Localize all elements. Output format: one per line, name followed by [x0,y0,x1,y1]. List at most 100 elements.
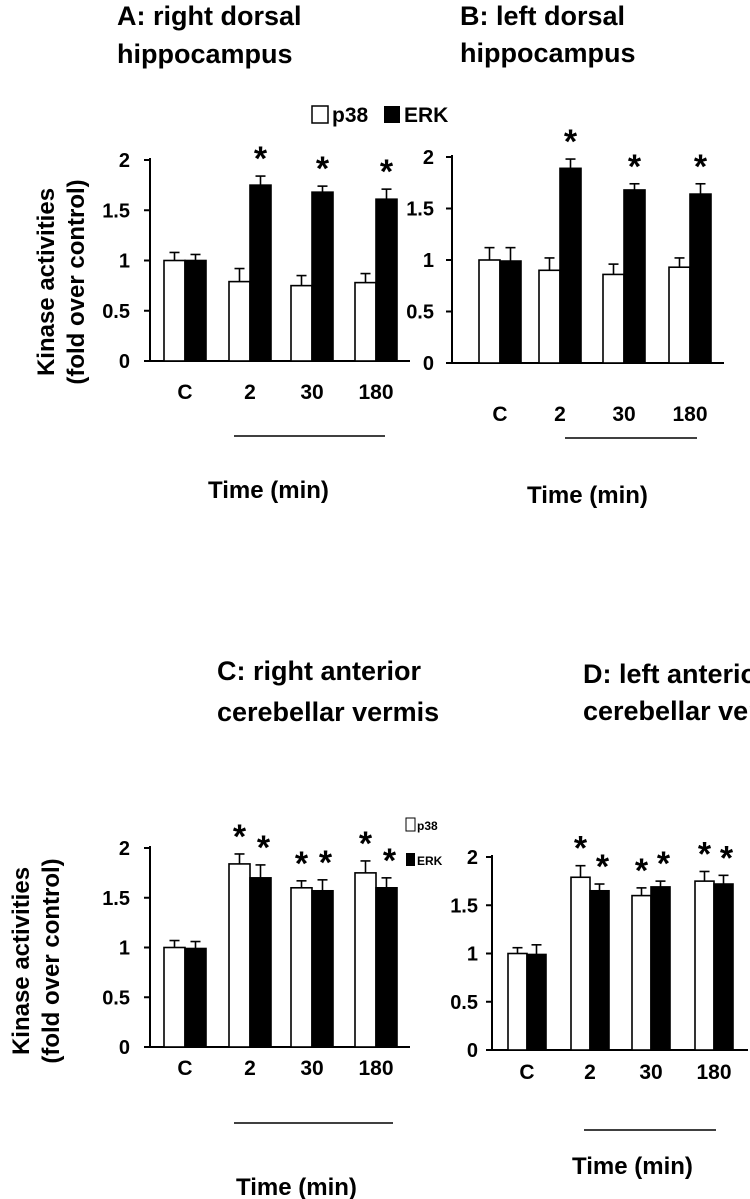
bar-erk [249,184,272,362]
bar-p38 [228,280,251,362]
bar-p38 [694,880,715,1051]
significance-star: * [720,839,734,877]
significance-star: * [295,845,309,883]
x-category-label: C [519,1061,534,1084]
x-category-label: 2 [244,381,256,404]
y-tick-label: 1 [119,251,130,273]
y-tick-label: 0.5 [102,987,130,1009]
y-axis-label-bottom-line2: (fold over control) [38,858,65,1063]
bar-p38 [668,266,691,364]
bar-erk [526,953,547,1051]
legend-label-p38: p38 [332,104,369,127]
y-axis-label-bottom-line1: Kinase activities [8,867,35,1055]
bar-erk [713,883,734,1051]
panel-title: B: left dorsal [460,1,625,31]
significance-star: * [359,825,373,863]
bar-erk [249,877,272,1048]
legend-swatch-erk [384,106,400,123]
significance-star: * [319,844,333,882]
bar-erk [375,198,398,362]
bar-erk [623,189,646,364]
x-category-label: C [492,403,507,426]
y-tick-label: 2 [119,150,130,172]
bar-erk [499,260,522,364]
significance-star: * [596,848,610,886]
significance-star: * [657,845,671,883]
x-category-label: 180 [696,1061,731,1084]
bar-p38 [507,952,528,1051]
x-axis-label: Time (min) [527,482,648,509]
panel-title: cerebellar vermis [217,697,439,727]
legend-label-p38-small: p38 [417,819,438,833]
y-tick-label: 1.5 [450,895,478,917]
legend-label-erk: ERK [404,104,448,127]
y-tick-label: 1.5 [102,200,130,222]
legend-label-erk-small: ERK [417,854,443,868]
legend-swatch-p38 [311,105,329,124]
significance-star: * [254,140,268,178]
x-category-label: 30 [300,1057,323,1080]
chart-panel-c: C: right anterior cerebellar vermis 0 0.5 1 1… [102,656,439,1199]
bar-p38 [354,872,377,1048]
y-axis-label-bottom: Kinase activities (fold over control) [8,858,65,1063]
legend-swatch-p38-small [405,817,416,832]
x-category-label: C [177,381,192,404]
bar-p38 [290,886,313,1048]
chart-panel-d: D: left anterior cerebellar vermis 0 0.5 1 1.… [450,659,750,1180]
y-axis-label-top: Kinase activities (fold over control) [33,179,90,384]
bar-p38 [538,269,561,364]
y-tick-label: 0 [119,1037,130,1059]
x-category-label: 180 [358,1057,393,1080]
x-category-label: 180 [672,403,707,426]
x-category-label: 30 [612,403,635,426]
x-axis-label: Time (min) [572,1153,693,1180]
bar-p38 [602,273,625,364]
x-axis-label: Time (min) [208,477,329,504]
x-category-label: 180 [358,381,393,404]
bar-p38 [354,281,377,362]
significance-star: * [383,842,397,880]
panel-title: hippocampus [460,38,636,68]
panel-title: D: left anterior [583,659,750,689]
panel-title: C: right anterior [217,656,421,686]
y-tick-label: 1 [423,250,434,272]
y-axis-label-top-line1: Kinase activities [33,188,60,376]
bar-erk [311,889,334,1048]
y-tick-label: 1.5 [406,199,434,221]
y-tick-label: 2 [467,847,478,869]
figure-legend: p38 ERK [311,104,448,127]
significance-star: * [257,829,271,867]
x-category-label: 30 [639,1061,662,1084]
bar-erk [559,167,582,364]
bar-p38 [163,946,186,1048]
significance-star: * [574,830,588,868]
significance-star: * [694,148,708,186]
significance-star: * [635,852,649,890]
y-tick-label: 0 [423,353,434,375]
x-category-label: 2 [584,1061,596,1084]
significance-star: * [316,150,330,188]
y-tick-label: 1 [467,944,478,966]
bar-p38 [631,894,652,1051]
y-tick-label: 0 [119,351,130,373]
panel-c-legend: p38 ERK [405,817,443,868]
significance-star: * [628,148,642,186]
x-axis-label: Time (min) [236,1174,357,1199]
x-category-label: 30 [300,381,323,404]
panel-title: cerebellar vermis [583,696,750,726]
significance-star: * [564,123,578,161]
bar-erk [589,889,610,1051]
bar-erk [184,947,207,1048]
x-category-label: 2 [244,1057,256,1080]
y-tick-label: 2 [119,838,130,860]
panel-title: A: right dorsal [117,1,302,31]
bar-erk [375,886,398,1048]
bar-erk [311,191,334,362]
chart-panel-a: A: right dorsal hippocampus 0 0.5 1 1.5 2 * * * C 2… [102,1,410,504]
bar-p38 [570,876,591,1051]
chart-panel-b: B: left dorsal hippocampus 0 0.5 1 1.5 2 * * * C 2 3… [406,1,724,509]
y-tick-label: 0.5 [102,301,130,323]
bar-erk [689,193,712,364]
